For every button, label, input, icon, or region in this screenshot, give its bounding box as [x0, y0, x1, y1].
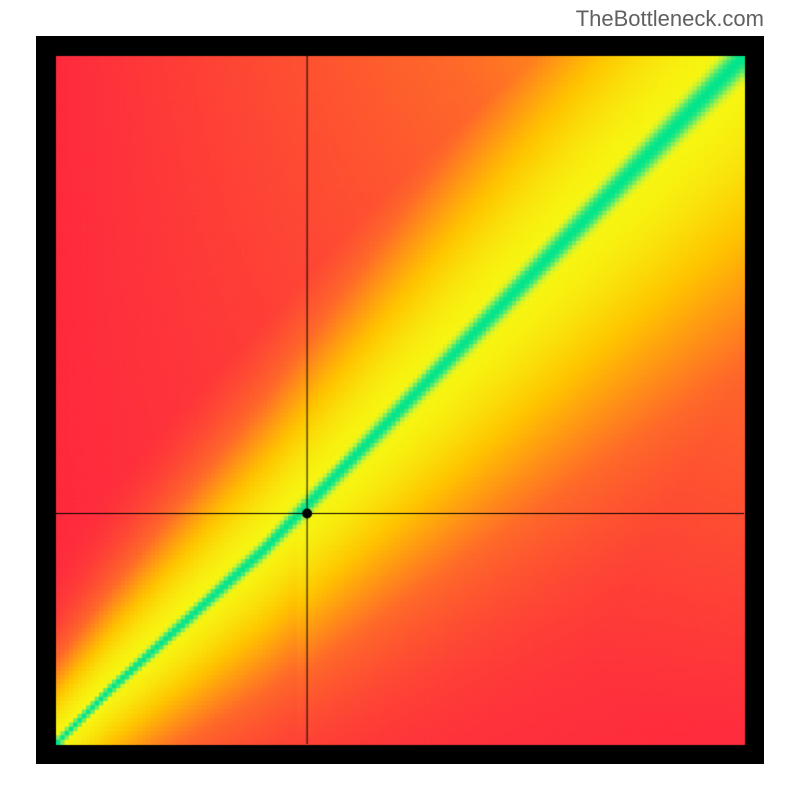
- watermark-text: TheBottleneck.com: [576, 6, 764, 32]
- bottleneck-heatmap: [36, 36, 764, 764]
- chart-frame: [36, 36, 764, 764]
